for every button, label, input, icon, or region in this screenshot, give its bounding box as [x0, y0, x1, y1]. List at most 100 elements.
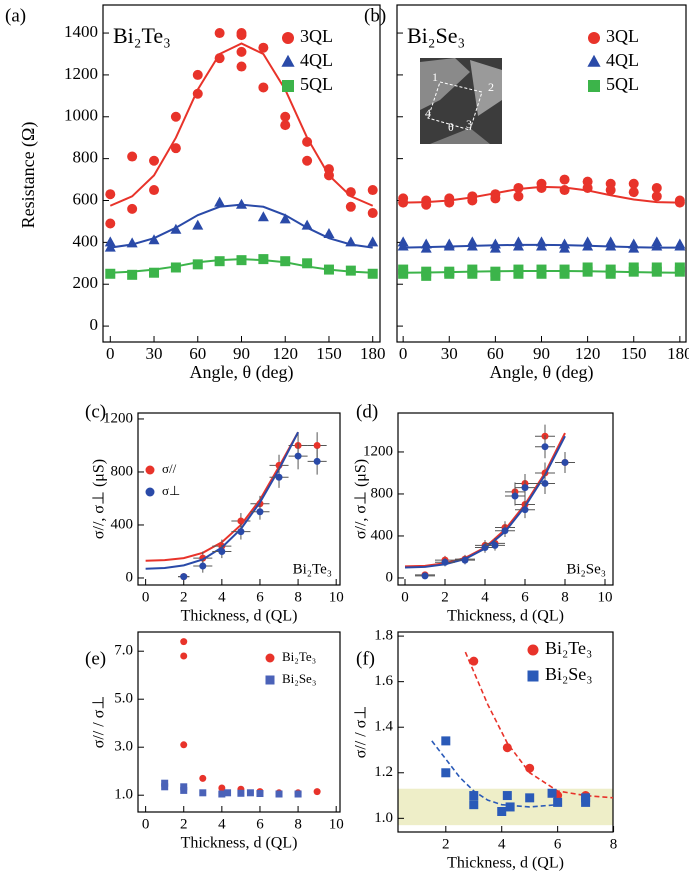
marker — [279, 213, 291, 224]
x-tick-label: 10 — [329, 589, 344, 605]
marker — [628, 178, 639, 189]
x-tick-label: 150 — [316, 344, 342, 363]
marker — [126, 237, 138, 248]
legend-marker — [527, 644, 539, 656]
panel: (f) 2 4 6 8 1.0 1.2 1.4 1.6 1.8 Thickness, d (QL) σ… — [353, 628, 618, 872]
marker — [105, 189, 116, 200]
marker — [513, 268, 524, 279]
x-tick-label: 180 — [360, 344, 386, 363]
marker — [559, 174, 570, 185]
marker — [397, 236, 409, 247]
marker — [511, 492, 519, 500]
x-tick-label: 0 — [401, 589, 409, 605]
y-tick-label: 0 — [90, 315, 99, 334]
marker — [421, 572, 429, 580]
marker — [237, 789, 245, 797]
marker — [541, 443, 549, 451]
marker — [345, 187, 356, 198]
legend-marker — [282, 32, 294, 44]
marker — [502, 791, 512, 801]
x-tick-label: 10 — [329, 816, 344, 832]
panel-label: (d) — [356, 401, 378, 422]
marker — [218, 547, 226, 555]
x-tick-label: 8 — [561, 589, 569, 605]
y-tick-label: 1200 — [363, 443, 393, 459]
marker — [489, 242, 501, 253]
x-tick-label: 6 — [554, 836, 562, 852]
marker — [214, 196, 226, 207]
marker — [512, 240, 524, 251]
legend-label: Bi₂Se₃ — [282, 671, 316, 686]
y-tick-label: 400 — [73, 231, 99, 250]
legend-label: Bi₂Te₃ — [282, 649, 316, 664]
marker — [628, 187, 639, 198]
marker — [192, 69, 203, 80]
marker — [521, 506, 529, 514]
legend-label: 4QL — [606, 50, 639, 70]
marker — [180, 638, 188, 646]
marker — [149, 155, 160, 166]
marker — [105, 268, 116, 279]
x-tick-label: 30 — [146, 344, 163, 363]
marker — [582, 182, 593, 193]
marker — [490, 193, 501, 204]
marker — [674, 240, 686, 251]
plot-frame — [397, 412, 614, 586]
x-axis-label: Thickness, d (QL) — [447, 855, 564, 872]
marker — [236, 255, 247, 266]
inset-label: 2 — [488, 80, 494, 94]
y-tick-label: 0 — [126, 569, 134, 585]
x-tick-label: 8 — [610, 836, 618, 852]
marker — [180, 573, 188, 581]
marker — [525, 763, 535, 773]
marker — [323, 264, 334, 275]
panel-label: (a) — [5, 5, 26, 26]
x-tick-label: 120 — [272, 344, 298, 363]
marker — [582, 240, 594, 251]
marker — [149, 185, 160, 196]
legend-label: σ⊥ — [162, 483, 180, 498]
marker — [461, 556, 469, 564]
marker — [444, 268, 455, 279]
x-tick-label: 90 — [533, 344, 550, 363]
marker — [502, 743, 512, 753]
marker — [224, 789, 232, 797]
legend-marker — [282, 80, 294, 92]
marker — [420, 242, 432, 253]
y-tick-label: 5.0 — [114, 691, 133, 707]
marker — [302, 155, 313, 166]
legend-marker — [265, 675, 275, 685]
marker — [628, 242, 640, 253]
marker — [258, 254, 269, 265]
marker — [674, 266, 685, 277]
marker — [161, 779, 169, 787]
y-tick-label: 800 — [371, 485, 394, 501]
y-tick-label: 1.8 — [374, 628, 393, 644]
marker — [421, 199, 432, 210]
inset-flake — [430, 128, 490, 144]
y-tick-label: 1400 — [64, 22, 98, 41]
x-tick-label: 4 — [218, 589, 226, 605]
panel-label: (c) — [85, 401, 106, 422]
panel-label: (f) — [356, 648, 375, 669]
marker — [559, 242, 571, 253]
x-tick-label: 2 — [442, 836, 450, 852]
inset-flake — [470, 60, 502, 116]
marker — [398, 197, 409, 208]
legend-label: Bi₂Se₃ — [545, 664, 593, 684]
fit-curve — [431, 740, 558, 808]
marker — [367, 208, 378, 219]
marker — [237, 528, 245, 536]
marker — [541, 479, 549, 487]
marker — [104, 241, 116, 252]
marker — [467, 195, 478, 206]
marker — [345, 201, 356, 212]
y-axis-label: σ// / σ⊥ — [353, 706, 370, 759]
y-axis-label: σ// / σ⊥ — [91, 696, 108, 749]
marker — [214, 28, 225, 39]
marker — [581, 793, 591, 803]
marker — [256, 790, 264, 798]
x-tick-label: 8 — [294, 816, 302, 832]
marker — [236, 198, 247, 209]
